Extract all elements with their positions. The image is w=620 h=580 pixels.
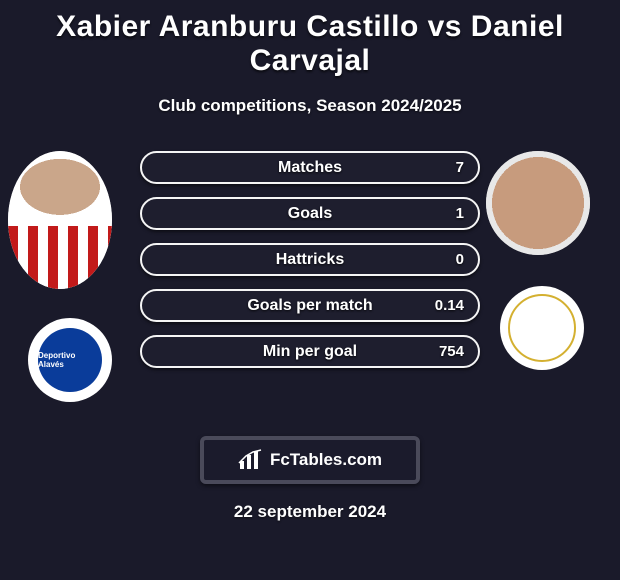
- stat-label: Goals: [288, 205, 332, 223]
- stat-value: 1: [456, 205, 464, 222]
- player-right-head: [486, 151, 590, 255]
- player-left-avatar: [8, 151, 112, 289]
- stat-row-matches: Matches 7: [140, 151, 480, 184]
- player-right-avatar: [486, 151, 590, 255]
- stat-label: Min per goal: [263, 343, 357, 361]
- stat-row-hattricks: Hattricks 0: [140, 243, 480, 276]
- date-text: 22 september 2024: [0, 502, 620, 522]
- stat-row-goals: Goals 1: [140, 197, 480, 230]
- page-title: Xabier Aranburu Castillo vs Daniel Carva…: [0, 0, 620, 78]
- stat-pills: Matches 7 Goals 1 Hattricks 0 Goals per …: [140, 151, 480, 381]
- alaves-crest-icon: Deportivo Alavés: [38, 328, 102, 392]
- club-crest-right: [500, 286, 584, 370]
- player-left-jersey: [8, 151, 112, 289]
- comparison-stage: Deportivo Alavés Matches 7 Goals 1 Hattr…: [0, 146, 620, 406]
- stat-value: 0.14: [435, 297, 464, 314]
- club-crest-left: Deportivo Alavés: [28, 318, 112, 402]
- brand-badge: FcTables.com: [200, 436, 420, 484]
- stat-value: 0: [456, 251, 464, 268]
- stat-row-min-per-goal: Min per goal 754: [140, 335, 480, 368]
- real-madrid-crest-icon: [508, 294, 576, 362]
- subtitle: Club competitions, Season 2024/2025: [0, 96, 620, 116]
- stat-value: 754: [439, 343, 464, 360]
- stat-label: Matches: [278, 159, 342, 177]
- brand-text: FcTables.com: [270, 450, 382, 470]
- stat-value: 7: [456, 159, 464, 176]
- stat-row-goals-per-match: Goals per match 0.14: [140, 289, 480, 322]
- stat-label: Hattricks: [276, 251, 344, 269]
- bar-chart-icon: [238, 449, 264, 471]
- stat-label: Goals per match: [247, 297, 372, 315]
